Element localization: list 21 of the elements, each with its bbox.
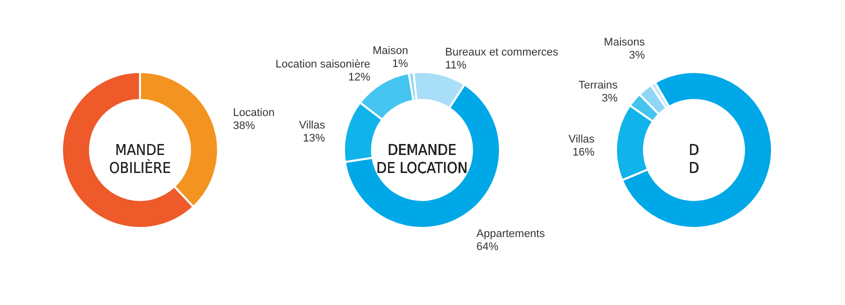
slice-label: Villas bbox=[299, 119, 326, 132]
slice-label: Maisons bbox=[604, 36, 646, 49]
data-label: 38% bbox=[232, 120, 256, 132]
data-label: 3% bbox=[602, 92, 618, 104]
data-label: 12% bbox=[348, 71, 370, 84]
slice-label: Terrains bbox=[578, 79, 618, 92]
slice-label: Appartements bbox=[476, 228, 546, 240]
slice-label: Location saisonière bbox=[275, 58, 370, 70]
text: D D bbox=[688, 141, 700, 177]
data-label: 3% bbox=[628, 50, 646, 62]
slice-label: Maison bbox=[372, 44, 408, 57]
slice-label: Bureaux et commerces bbox=[445, 46, 559, 59]
text: DEMANDE DE LOCATION bbox=[376, 141, 468, 177]
slice-label: Location bbox=[232, 107, 275, 120]
slice-label: Villas bbox=[568, 134, 596, 146]
data-label: 16% bbox=[572, 146, 595, 159]
data-label: 13% bbox=[303, 132, 326, 144]
text: MANDE OBILIÈRE bbox=[109, 141, 171, 177]
data-label: 64% bbox=[476, 240, 499, 253]
data-label: 11% bbox=[445, 60, 467, 72]
data-label: 1% bbox=[392, 58, 408, 70]
